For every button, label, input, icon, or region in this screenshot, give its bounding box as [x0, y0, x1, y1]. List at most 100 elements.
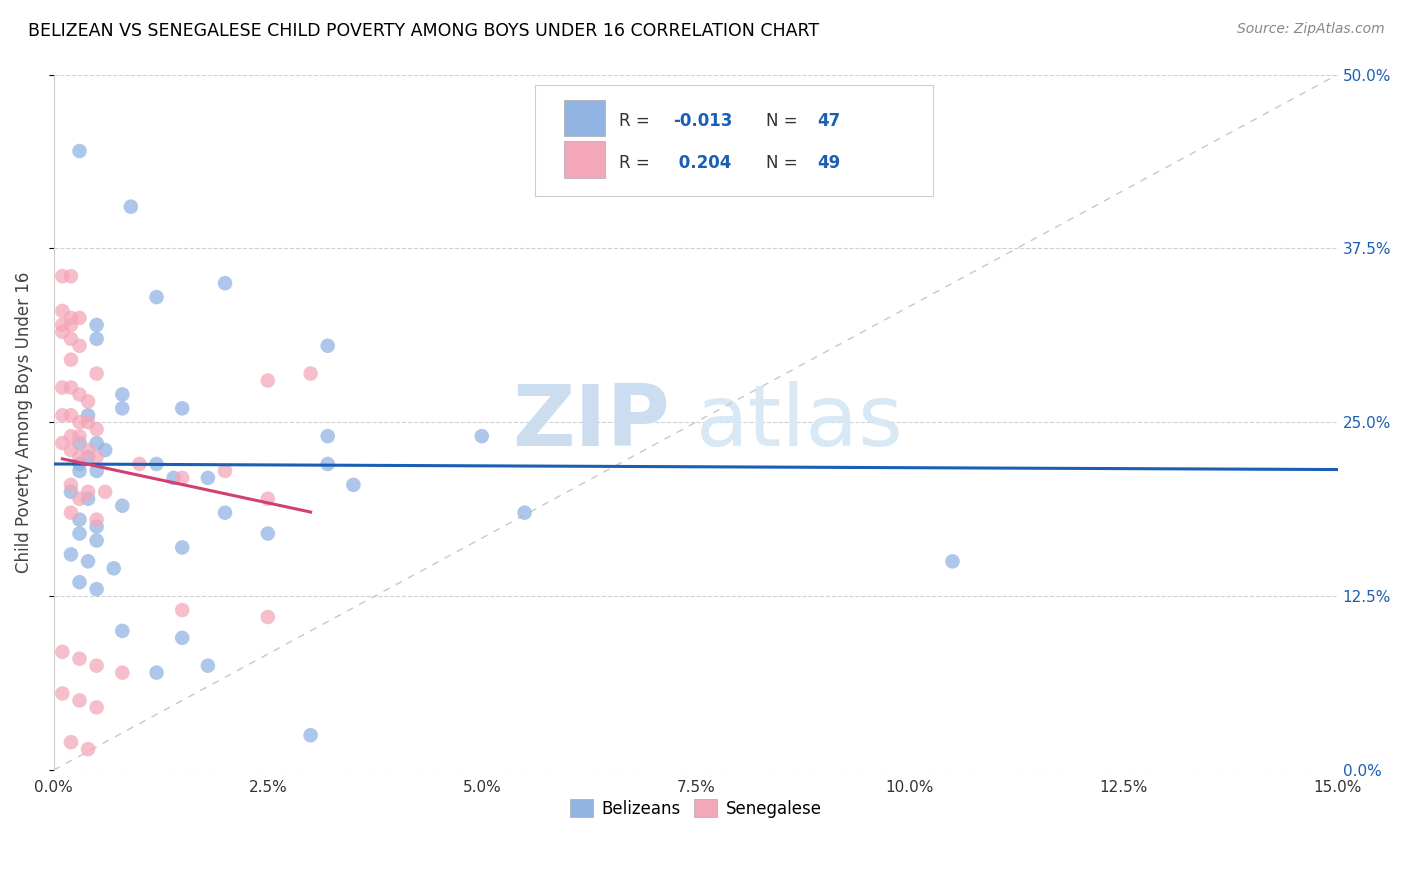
Point	[59, 548, 82, 562]
Point	[59, 269, 82, 284]
Point	[69, 450, 91, 464]
Text: N =: N =	[766, 112, 803, 130]
Point	[316, 339, 339, 353]
Point	[94, 484, 117, 499]
Point	[51, 409, 73, 423]
Point	[69, 144, 91, 158]
Point	[86, 519, 108, 533]
Point	[172, 603, 194, 617]
Point	[86, 367, 108, 381]
Point	[77, 394, 100, 409]
Text: R =: R =	[619, 112, 655, 130]
Point	[77, 443, 100, 458]
Point	[145, 665, 167, 680]
Point	[59, 484, 82, 499]
Point	[86, 700, 108, 714]
Point	[69, 457, 91, 471]
Point	[59, 443, 82, 458]
Point	[86, 436, 108, 450]
Text: BELIZEAN VS SENEGALESE CHILD POVERTY AMONG BOYS UNDER 16 CORRELATION CHART: BELIZEAN VS SENEGALESE CHILD POVERTY AMO…	[28, 22, 820, 40]
Point	[86, 533, 108, 548]
Point	[69, 575, 91, 590]
Point	[256, 610, 278, 624]
Point	[86, 318, 108, 332]
Point	[59, 409, 82, 423]
Point	[69, 526, 91, 541]
Point	[172, 471, 194, 485]
Point	[941, 554, 963, 568]
Point	[51, 380, 73, 394]
Point	[145, 290, 167, 304]
Point	[69, 464, 91, 478]
Point	[111, 387, 134, 401]
Point	[69, 415, 91, 429]
Point	[69, 387, 91, 401]
Point	[111, 624, 134, 638]
Point	[214, 506, 236, 520]
Point	[77, 484, 100, 499]
Text: N =: N =	[766, 154, 803, 172]
Point	[86, 332, 108, 346]
Point	[86, 450, 108, 464]
Point	[214, 276, 236, 290]
Text: Source: ZipAtlas.com: Source: ZipAtlas.com	[1237, 22, 1385, 37]
Point	[299, 367, 322, 381]
Point	[69, 651, 91, 665]
Text: ZIP: ZIP	[512, 381, 671, 464]
Point	[316, 429, 339, 443]
Point	[51, 304, 73, 318]
Point	[69, 339, 91, 353]
Point	[214, 464, 236, 478]
Point	[51, 645, 73, 659]
Point	[172, 631, 194, 645]
Point	[256, 491, 278, 506]
Point	[111, 401, 134, 416]
Point	[51, 686, 73, 700]
Point	[120, 200, 142, 214]
Point	[94, 443, 117, 458]
Text: R =: R =	[619, 154, 655, 172]
Point	[299, 728, 322, 742]
Point	[69, 513, 91, 527]
Point	[256, 374, 278, 388]
Point	[51, 269, 73, 284]
Point	[342, 478, 364, 492]
Point	[145, 457, 167, 471]
Point	[471, 429, 494, 443]
Point	[77, 491, 100, 506]
Point	[163, 471, 186, 485]
Point	[51, 325, 73, 339]
Point	[69, 429, 91, 443]
Text: atlas: atlas	[696, 381, 904, 464]
Text: -0.013: -0.013	[672, 112, 733, 130]
Point	[256, 526, 278, 541]
Point	[172, 401, 194, 416]
Point	[51, 318, 73, 332]
Point	[77, 415, 100, 429]
Point	[172, 541, 194, 555]
Point	[59, 478, 82, 492]
Point	[111, 665, 134, 680]
Point	[59, 735, 82, 749]
Y-axis label: Child Poverty Among Boys Under 16: Child Poverty Among Boys Under 16	[15, 271, 32, 573]
Point	[77, 409, 100, 423]
Point	[197, 658, 219, 673]
Point	[59, 352, 82, 367]
FancyBboxPatch shape	[564, 100, 605, 136]
Point	[59, 332, 82, 346]
Point	[86, 513, 108, 527]
Point	[59, 318, 82, 332]
Point	[77, 742, 100, 756]
Point	[59, 380, 82, 394]
Point	[77, 450, 100, 464]
Point	[59, 310, 82, 325]
Point	[69, 310, 91, 325]
FancyBboxPatch shape	[536, 85, 934, 196]
Point	[86, 582, 108, 597]
Point	[197, 471, 219, 485]
Point	[86, 464, 108, 478]
Point	[51, 436, 73, 450]
Point	[128, 457, 150, 471]
Text: 49: 49	[818, 154, 841, 172]
Text: 47: 47	[818, 112, 841, 130]
